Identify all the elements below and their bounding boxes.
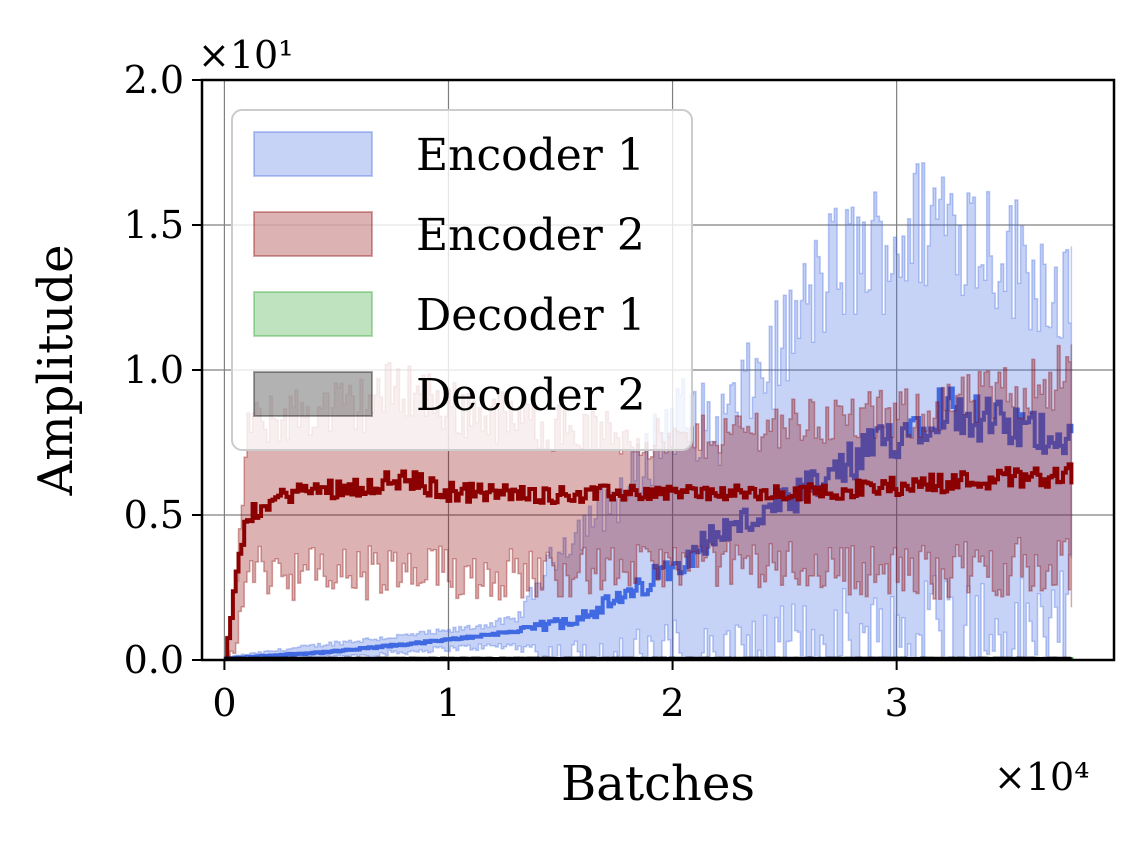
y-tick-label: 0.5 xyxy=(124,493,184,537)
y-tick-label: 2.0 xyxy=(124,58,184,102)
x-axis-title: Batches xyxy=(561,756,755,812)
x-tick-label: 1 xyxy=(436,681,460,725)
x-tick-label: 0 xyxy=(212,681,236,725)
y-axis-title: Amplitude xyxy=(28,245,84,497)
line-encoder-2 xyxy=(224,462,1074,660)
legend: Encoder 1 Encoder 2 Decoder 1 Decoder 2 xyxy=(231,109,693,451)
legend-swatch xyxy=(253,291,373,337)
legend-label: Decoder 1 xyxy=(416,290,646,341)
legend-swatch xyxy=(253,131,373,177)
legend-label: Encoder 2 xyxy=(416,210,645,261)
legend-label: Decoder 2 xyxy=(416,370,646,421)
x-scale-label: ×10⁴ xyxy=(994,755,1089,799)
ticks: 0 1 2 3 0.0 0.5 1.0 1.5 2.0 xyxy=(124,58,909,725)
legend-label: Encoder 1 xyxy=(416,130,645,181)
legend-swatch xyxy=(253,371,373,417)
x-tick-label: 2 xyxy=(660,681,684,725)
y-tick-label: 0.0 xyxy=(124,638,184,682)
x-tick-label: 3 xyxy=(885,681,909,725)
line-encoder-1 xyxy=(224,386,1074,660)
y-scale-label: ×10¹ xyxy=(198,33,293,77)
y-tick-label: 1.5 xyxy=(124,203,184,247)
band-encoder-1 xyxy=(223,162,1073,660)
legend-box xyxy=(231,109,693,451)
legend-swatch xyxy=(253,211,373,257)
y-tick-label: 1.0 xyxy=(124,348,184,392)
